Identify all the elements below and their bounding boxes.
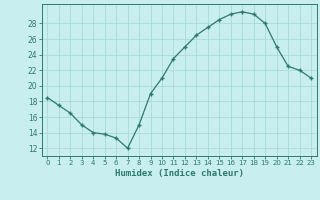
X-axis label: Humidex (Indice chaleur): Humidex (Indice chaleur) (115, 169, 244, 178)
